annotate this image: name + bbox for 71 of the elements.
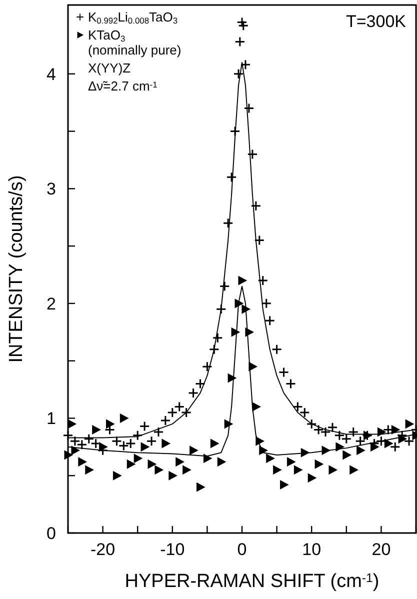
point <box>217 458 226 466</box>
y-axis-title: INTENSITY (counts/s) <box>6 175 27 363</box>
y-tick-label: 2 <box>46 294 56 314</box>
point <box>256 436 264 446</box>
point <box>71 446 80 455</box>
legend-label: K$_{0.992}$Li$_{0.008}$TaO$_{3}$ <box>88 10 178 26</box>
point <box>134 454 142 463</box>
point <box>350 466 358 474</box>
point <box>336 442 344 452</box>
point <box>106 420 114 428</box>
point <box>224 420 232 428</box>
point <box>286 458 295 466</box>
point <box>78 458 86 466</box>
y-tick-label: 3 <box>46 180 56 199</box>
point <box>242 304 250 314</box>
point <box>248 362 257 371</box>
point <box>228 374 236 382</box>
point <box>391 425 400 434</box>
point <box>314 460 323 468</box>
point <box>92 425 100 434</box>
point <box>266 454 274 463</box>
point <box>300 448 309 457</box>
point <box>405 420 414 428</box>
point <box>210 439 218 448</box>
point <box>356 446 365 455</box>
point <box>234 299 243 308</box>
x-tick-label: 20 <box>372 540 391 559</box>
x-tick-label: -10 <box>160 540 185 559</box>
point <box>280 480 288 490</box>
legend-label: KTaO$_{3}$ <box>88 28 126 44</box>
x-tick-label: -20 <box>90 540 116 559</box>
x-tick-label: 10 <box>302 540 322 559</box>
point <box>231 328 240 336</box>
point <box>308 474 316 482</box>
point <box>370 442 378 452</box>
annotation: (nominally pure) <box>88 42 182 58</box>
annotation: X(YY)Z <box>88 60 131 76</box>
point <box>112 471 121 480</box>
point <box>148 460 156 468</box>
point <box>398 434 406 444</box>
point <box>126 460 135 468</box>
point <box>176 458 184 466</box>
annotation: Δν̃=2.7 cm$^{-1}$ <box>88 78 158 94</box>
point <box>322 446 330 455</box>
point <box>384 439 392 448</box>
point <box>259 446 268 455</box>
y-tick-label: 1 <box>46 409 56 428</box>
chart-title: T=300K <box>346 12 407 31</box>
point <box>120 414 128 422</box>
point <box>99 442 108 452</box>
point <box>377 428 386 436</box>
point <box>342 450 351 460</box>
point <box>182 466 191 474</box>
point <box>252 402 260 411</box>
y-tick-label: 4 <box>46 64 56 84</box>
point <box>168 471 177 480</box>
point <box>273 466 282 474</box>
point <box>238 276 246 285</box>
point <box>85 466 94 474</box>
y-tick-label: 0 <box>46 524 56 543</box>
x-axis-title: HYPER-RAMAN SHIFT (cm$^{-1}$) <box>124 571 380 592</box>
point <box>203 454 212 463</box>
point <box>245 328 254 336</box>
point <box>294 466 302 474</box>
point <box>328 466 337 474</box>
x-tick-label: 0 <box>237 540 247 559</box>
point <box>162 439 170 448</box>
point <box>190 446 198 455</box>
point <box>140 442 149 452</box>
point <box>154 466 163 474</box>
point <box>196 482 204 492</box>
